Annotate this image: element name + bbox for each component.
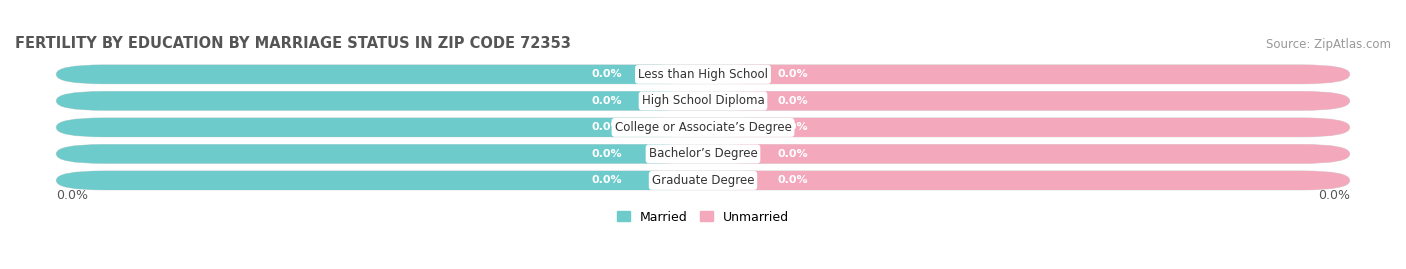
Text: 0.0%: 0.0% — [56, 189, 89, 202]
Text: Less than High School: Less than High School — [638, 68, 768, 81]
Text: 0.0%: 0.0% — [592, 175, 621, 185]
FancyBboxPatch shape — [56, 118, 1350, 137]
FancyBboxPatch shape — [56, 171, 703, 190]
FancyBboxPatch shape — [703, 91, 1350, 110]
FancyBboxPatch shape — [56, 144, 1350, 164]
FancyBboxPatch shape — [56, 91, 1350, 110]
Text: 0.0%: 0.0% — [592, 149, 621, 159]
Text: 0.0%: 0.0% — [778, 69, 808, 79]
Text: 0.0%: 0.0% — [778, 122, 808, 132]
Text: High School Diploma: High School Diploma — [641, 94, 765, 107]
Text: 0.0%: 0.0% — [778, 175, 808, 185]
Text: 0.0%: 0.0% — [592, 122, 621, 132]
Text: 0.0%: 0.0% — [1317, 189, 1350, 202]
Text: Bachelor’s Degree: Bachelor’s Degree — [648, 147, 758, 160]
FancyBboxPatch shape — [56, 171, 1350, 190]
Legend: Married, Unmarried: Married, Unmarried — [612, 206, 794, 229]
Text: Source: ZipAtlas.com: Source: ZipAtlas.com — [1265, 38, 1391, 51]
FancyBboxPatch shape — [56, 144, 703, 164]
Text: College or Associate’s Degree: College or Associate’s Degree — [614, 121, 792, 134]
Text: FERTILITY BY EDUCATION BY MARRIAGE STATUS IN ZIP CODE 72353: FERTILITY BY EDUCATION BY MARRIAGE STATU… — [15, 37, 571, 51]
FancyBboxPatch shape — [56, 91, 703, 110]
Text: 0.0%: 0.0% — [778, 96, 808, 106]
FancyBboxPatch shape — [703, 65, 1350, 84]
FancyBboxPatch shape — [56, 65, 1350, 84]
Text: Graduate Degree: Graduate Degree — [652, 174, 754, 187]
FancyBboxPatch shape — [703, 171, 1350, 190]
FancyBboxPatch shape — [56, 118, 703, 137]
FancyBboxPatch shape — [703, 118, 1350, 137]
FancyBboxPatch shape — [56, 65, 703, 84]
Text: 0.0%: 0.0% — [778, 149, 808, 159]
Text: 0.0%: 0.0% — [592, 69, 621, 79]
FancyBboxPatch shape — [703, 144, 1350, 164]
Text: 0.0%: 0.0% — [592, 96, 621, 106]
